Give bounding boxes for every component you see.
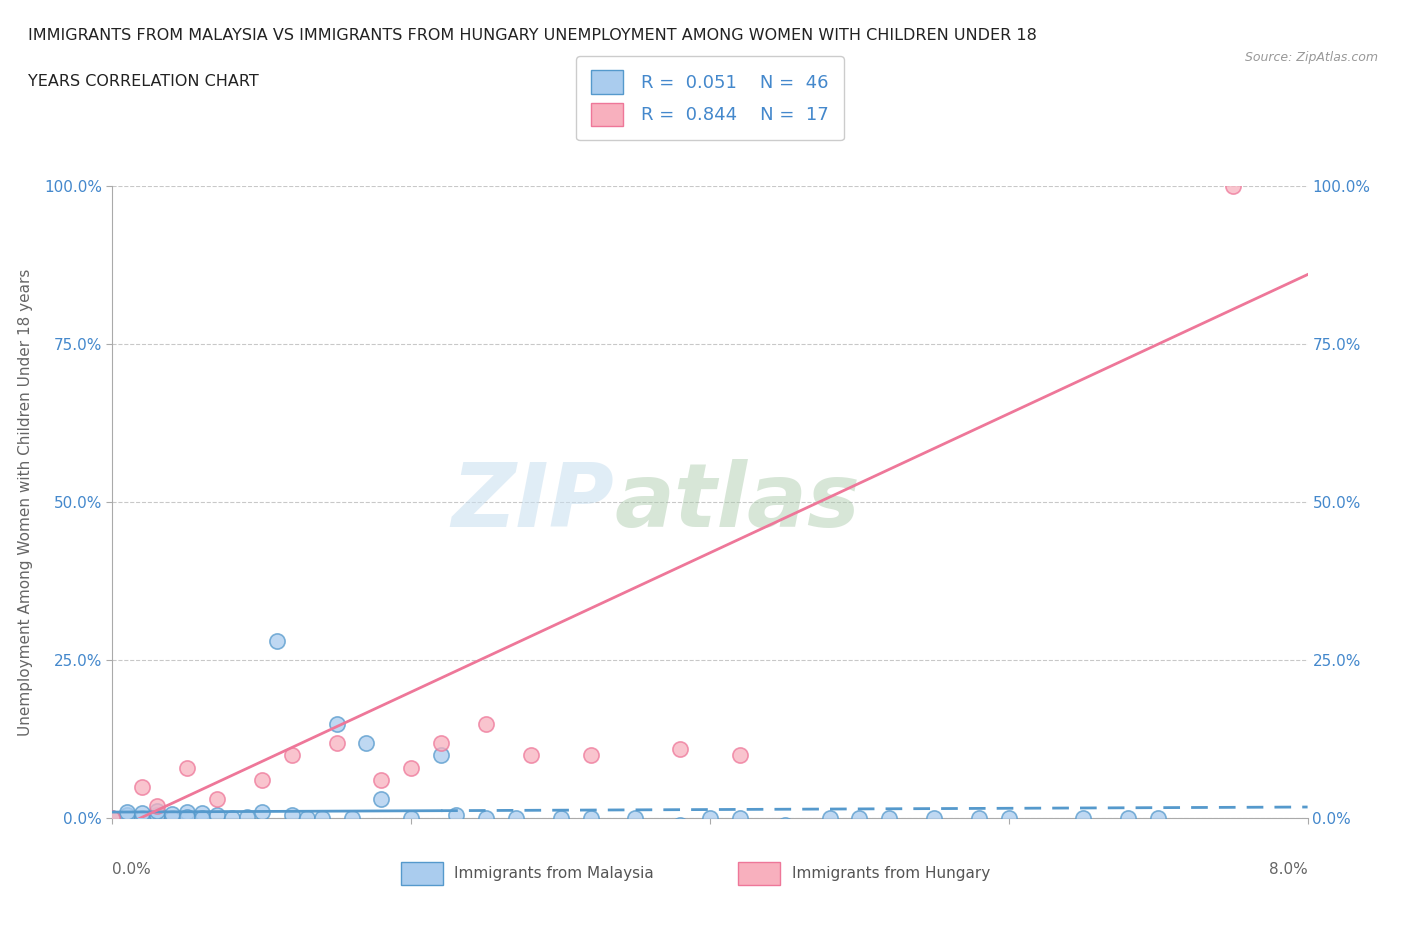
Point — [281, 748, 304, 763]
Point — [295, 811, 318, 826]
Point — [205, 792, 228, 807]
Point — [475, 811, 498, 826]
Point — [1222, 179, 1244, 193]
Point — [191, 806, 214, 821]
Point — [236, 809, 259, 824]
Point — [430, 748, 453, 763]
Point — [370, 773, 392, 788]
Point — [131, 779, 153, 794]
Point — [162, 806, 183, 821]
Point — [728, 748, 751, 763]
Text: Immigrants from Hungary: Immigrants from Hungary — [792, 866, 990, 882]
Point — [922, 811, 945, 826]
Point — [475, 716, 498, 731]
Text: Immigrants from Malaysia: Immigrants from Malaysia — [454, 866, 654, 882]
Point — [877, 811, 901, 826]
Point — [162, 811, 183, 826]
Point — [146, 798, 169, 813]
Point — [281, 808, 304, 823]
Y-axis label: Unemployment Among Women with Children Under 18 years: Unemployment Among Women with Children U… — [18, 269, 32, 736]
Point — [340, 811, 363, 826]
Point — [773, 817, 796, 832]
Point — [101, 811, 124, 826]
Point — [370, 792, 392, 807]
Point — [131, 806, 153, 821]
Point — [325, 716, 347, 731]
Point — [266, 634, 288, 649]
Point — [176, 761, 198, 776]
Point — [699, 811, 721, 826]
Text: IMMIGRANTS FROM MALAYSIA VS IMMIGRANTS FROM HUNGARY UNEMPLOYMENT AMONG WOMEN WIT: IMMIGRANTS FROM MALAYSIA VS IMMIGRANTS F… — [28, 28, 1038, 43]
Text: 8.0%: 8.0% — [1268, 862, 1308, 877]
Point — [1147, 811, 1170, 826]
Point — [191, 811, 214, 826]
Point — [967, 811, 990, 826]
Point — [430, 735, 453, 750]
Point — [401, 811, 423, 826]
Text: 0.0%: 0.0% — [112, 862, 152, 877]
Point — [579, 748, 602, 763]
Point — [221, 811, 243, 826]
Text: atlas: atlas — [614, 458, 860, 546]
Point — [444, 808, 467, 823]
Point — [505, 811, 527, 826]
Point — [250, 804, 273, 819]
Point — [1118, 811, 1140, 826]
Point — [146, 804, 169, 818]
Point — [848, 811, 870, 826]
Point — [669, 741, 692, 756]
Point — [205, 808, 228, 823]
Point — [624, 811, 647, 826]
Text: ZIP: ZIP — [451, 458, 614, 546]
Point — [401, 761, 423, 776]
Point — [1073, 811, 1095, 826]
Point — [520, 748, 543, 763]
Point — [998, 811, 1021, 826]
Text: YEARS CORRELATION CHART: YEARS CORRELATION CHART — [28, 74, 259, 89]
Point — [325, 735, 347, 750]
Point — [669, 817, 692, 832]
Point — [117, 808, 139, 823]
Point — [818, 811, 841, 826]
Point — [579, 811, 602, 826]
Point — [250, 773, 273, 788]
Text: Source: ZipAtlas.com: Source: ZipAtlas.com — [1244, 51, 1378, 64]
Point — [176, 809, 198, 824]
Point — [117, 804, 139, 819]
Point — [146, 808, 169, 823]
Legend: R =  0.051    N =  46, R =  0.844    N =  17: R = 0.051 N = 46, R = 0.844 N = 17 — [576, 56, 844, 140]
Point — [356, 735, 378, 750]
Point — [728, 811, 751, 826]
Point — [311, 811, 333, 826]
Point — [176, 804, 198, 819]
Point — [101, 811, 124, 826]
Point — [550, 811, 572, 826]
Point — [131, 811, 153, 826]
